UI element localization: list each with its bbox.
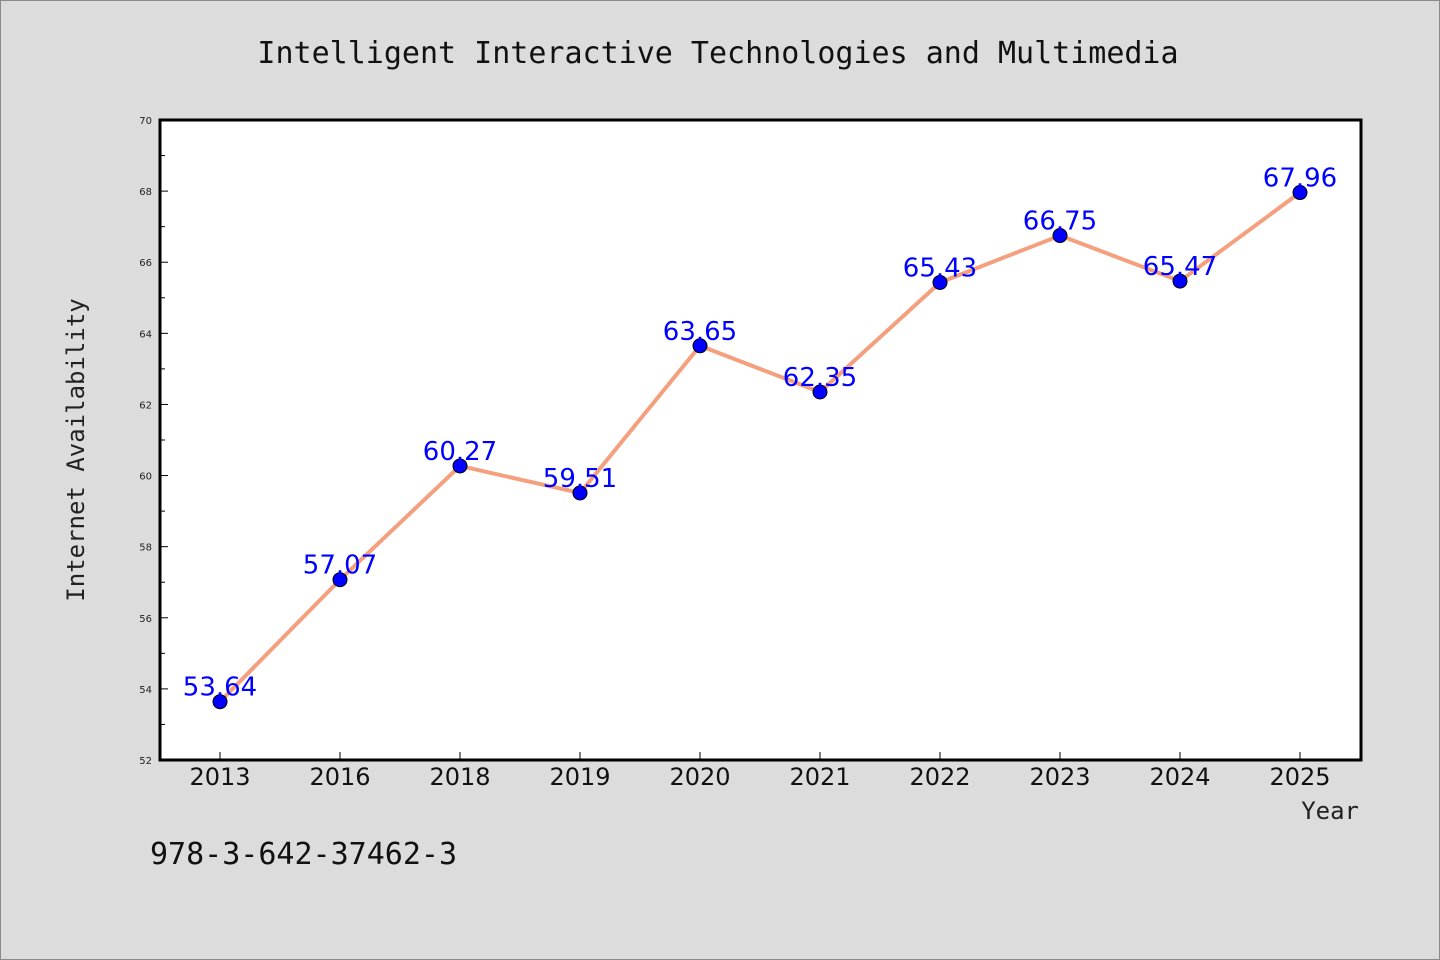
x-tick-label: 2013 (189, 763, 250, 791)
data-point (572, 485, 588, 501)
y-tick-label: 70 (139, 116, 152, 127)
x-tick-label: 2020 (669, 763, 730, 791)
x-tick-label: 2024 (1149, 763, 1210, 791)
y-tick-label: 66 (139, 258, 152, 269)
data-point (212, 694, 228, 710)
y-tick-label: 68 (139, 187, 152, 198)
y-tick-label: 58 (139, 543, 152, 554)
y-tick-label: 56 (139, 614, 152, 625)
y-tick-label: 52 (139, 756, 152, 767)
data-label: 60.27 (423, 437, 497, 467)
data-label: 65.43 (903, 253, 977, 283)
plot-area (158, 118, 1363, 762)
data-label: 63.65 (663, 317, 737, 347)
x-tick-label: 2016 (309, 763, 370, 791)
data-point (812, 384, 828, 400)
x-tick-label: 2021 (789, 763, 850, 791)
data-point (932, 274, 948, 290)
y-tick-label: 60 (139, 472, 152, 483)
y-tick-label: 64 (139, 329, 152, 340)
data-point (692, 338, 708, 354)
data-label: 67.96 (1263, 164, 1337, 194)
data-point (1292, 185, 1308, 201)
y-tick-label: 62 (139, 400, 152, 411)
data-label: 65.47 (1143, 252, 1217, 282)
data-label: 57.07 (303, 551, 377, 581)
data-label: 59.51 (543, 464, 617, 494)
data-markers (212, 185, 1308, 710)
data-point (452, 458, 468, 474)
data-point (1172, 273, 1188, 289)
x-tick-label: 2025 (1269, 763, 1330, 791)
data-label: 66.75 (1023, 207, 1097, 237)
data-point (332, 572, 348, 588)
data-label: 62.35 (783, 363, 857, 393)
x-tick-label: 2018 (429, 763, 490, 791)
y-axis: 52 54 56 58 60 62 64 66 68 70 (139, 116, 168, 767)
x-axis: 2013 2016 2018 2019 2020 2021 2022 2023 2024 2025 (189, 752, 1331, 791)
data-labels: 53.64 57.07 60.27 59.51 63.65 62.35 65.43 66.75… (183, 164, 1337, 703)
y-tick-label: 54 (139, 685, 152, 696)
data-label: 53.64 (183, 673, 257, 703)
x-tick-label: 2022 (909, 763, 970, 791)
series-line (218, 190, 1302, 704)
x-tick-label: 2019 (549, 763, 610, 791)
isbn-annotation: 978-3-642-37462-3 (150, 837, 457, 872)
y-axis-label: Internet Availability (62, 298, 90, 601)
data-point (1052, 228, 1068, 244)
x-tick-label: 2023 (1029, 763, 1090, 791)
x-axis-label: Year (1301, 797, 1359, 825)
chart-title: Intelligent Interactive Technologies and… (257, 36, 1178, 71)
